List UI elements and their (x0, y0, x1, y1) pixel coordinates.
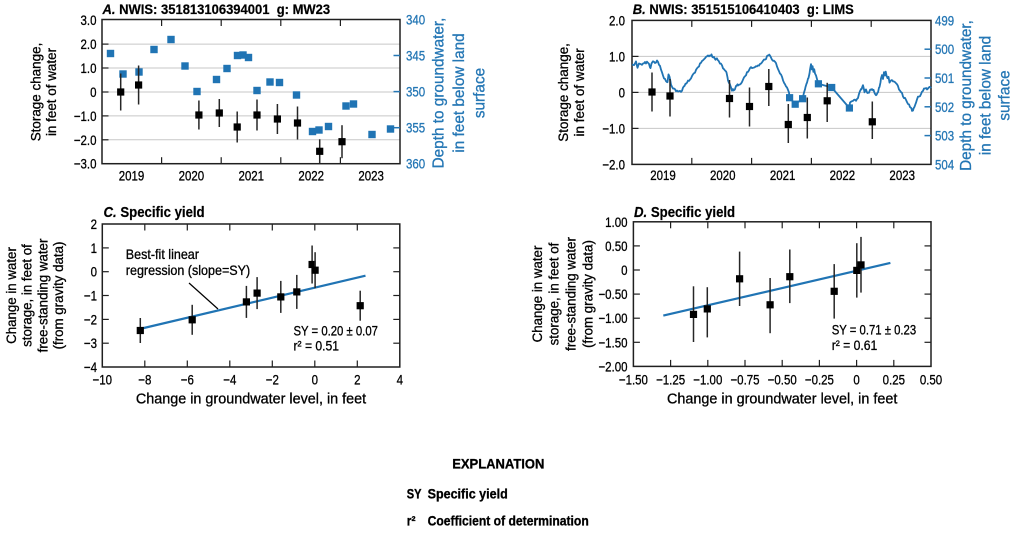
svg-text:−1.25: −1.25 (656, 371, 685, 387)
svg-text:−3.0: −3.0 (74, 156, 97, 172)
svg-text:2: 2 (91, 216, 97, 232)
svg-text:Change in water: Change in water (530, 245, 545, 342)
svg-text:−1.0: −1.0 (602, 120, 625, 136)
svg-text:1.0: 1.0 (81, 60, 97, 76)
svg-text:storage, in feet of: storage, in feet of (546, 242, 561, 345)
svg-text:−0.50: −0.50 (598, 286, 627, 302)
svg-text:−8: −8 (138, 371, 151, 387)
svg-text:free-standing water: free-standing water (563, 237, 578, 351)
svg-text:4: 4 (397, 371, 403, 387)
svg-text:−1.50: −1.50 (619, 371, 648, 387)
svg-text:2022: 2022 (830, 167, 856, 183)
svg-text:0.25: 0.25 (883, 371, 905, 387)
svg-text:in feet below land: in feet below land (451, 33, 468, 152)
svg-text:1.0: 1.0 (609, 48, 625, 64)
svg-text:0: 0 (621, 262, 627, 278)
svg-text:0: 0 (91, 264, 97, 280)
svg-text:0: 0 (853, 371, 859, 387)
svg-text:3.0: 3.0 (81, 12, 97, 28)
svg-text:2023: 2023 (358, 167, 384, 183)
svg-text:Coefficient of determination: Coefficient of determination (428, 513, 589, 529)
svg-text:(from gravity data): (from gravity data) (51, 242, 66, 350)
svg-text:Change in groundwater level, i: Change in groundwater level, in feet (667, 391, 897, 407)
svg-text:503: 503 (935, 127, 954, 143)
svg-text:−2: −2 (84, 311, 97, 327)
svg-text:0: 0 (619, 84, 625, 100)
svg-text:−2: −2 (266, 371, 279, 387)
svg-text:(from gravity data): (from gravity data) (580, 240, 595, 348)
svg-text:502: 502 (935, 99, 954, 115)
svg-text:0: 0 (90, 84, 96, 100)
svg-text:499: 499 (935, 12, 954, 28)
svg-text:2.0: 2.0 (609, 12, 625, 28)
svg-text:−2.00: −2.00 (598, 358, 627, 374)
svg-text:1: 1 (91, 240, 97, 256)
svg-text:storage, in feet of: storage, in feet of (19, 244, 34, 347)
svg-text:500: 500 (935, 41, 954, 57)
svg-text:in feet of water: in feet of water (44, 48, 59, 137)
svg-text:2: 2 (354, 371, 360, 387)
svg-text:2021: 2021 (239, 167, 265, 183)
svg-text:−3: −3 (84, 335, 97, 351)
svg-text:−1.00: −1.00 (693, 371, 722, 387)
svg-text:504: 504 (935, 156, 954, 172)
svg-text:A. NWIS: 351813106394001 g: M: A. NWIS: 351813106394001 g: MW23 (102, 1, 331, 17)
svg-text:−0.25: −0.25 (805, 371, 834, 387)
svg-text:2.0: 2.0 (81, 36, 97, 52)
svg-text:−6: −6 (181, 371, 194, 387)
svg-text:r² = 0.51: r² = 0.51 (294, 338, 340, 354)
svg-text:EXPLANATION: EXPLANATION (452, 456, 544, 472)
svg-text:0: 0 (312, 371, 318, 387)
svg-text:−1.50: −1.50 (598, 334, 627, 350)
svg-text:−2.0: −2.0 (74, 132, 97, 148)
svg-text:2023: 2023 (889, 167, 915, 183)
svg-text:350: 350 (406, 83, 425, 99)
svg-text:Depth to groundwater,: Depth to groundwater, (431, 18, 448, 169)
svg-text:Storage change,: Storage change, (28, 43, 43, 142)
svg-text:Depth to groundwater,: Depth to groundwater, (958, 20, 975, 171)
svg-text:B. NWIS: 351515106410403 g: L: B. NWIS: 351515106410403 g: LIMS (633, 1, 854, 17)
svg-text:surface: surface (996, 70, 1013, 120)
svg-text:0.50: 0.50 (920, 371, 942, 387)
svg-text:SY = 0.71 ± 0.23: SY = 0.71 ± 0.23 (832, 323, 916, 338)
svg-text:free-standing water: free-standing water (35, 238, 50, 352)
svg-text:−1.0: −1.0 (74, 108, 97, 124)
svg-text:2021: 2021 (770, 167, 796, 183)
svg-text:r² = 0.61: r² = 0.61 (832, 337, 878, 353)
svg-text:−10: −10 (93, 371, 112, 387)
svg-text:2020: 2020 (710, 167, 736, 183)
svg-text:Change in water: Change in water (4, 247, 19, 344)
svg-text:−0.75: −0.75 (730, 371, 759, 387)
svg-text:−4: −4 (84, 359, 97, 375)
svg-text:−0.50: −0.50 (768, 371, 797, 387)
svg-text:Best-fit linear: Best-fit linear (126, 246, 200, 262)
svg-text:360: 360 (406, 156, 425, 172)
svg-text:355: 355 (406, 120, 425, 136)
svg-text:Change in groundwater level, i: Change in groundwater level, in feet (136, 391, 366, 407)
svg-text:r²: r² (407, 513, 416, 529)
svg-text:−1: −1 (84, 287, 97, 303)
svg-text:regression (slope=SY): regression (slope=SY) (126, 263, 250, 279)
svg-text:2020: 2020 (179, 167, 205, 183)
svg-text:2022: 2022 (298, 167, 324, 183)
svg-text:345: 345 (406, 47, 425, 63)
svg-text:SY: SY (407, 486, 422, 501)
svg-text:Specific yield: Specific yield (428, 486, 508, 502)
svg-text:surface: surface (471, 68, 488, 118)
svg-text:in feet of water: in feet of water (572, 48, 587, 137)
svg-text:−4: −4 (223, 371, 236, 387)
svg-text:501: 501 (935, 70, 954, 86)
svg-text:2019: 2019 (650, 167, 676, 183)
svg-text:1.00: 1.00 (605, 214, 627, 230)
svg-text:C. Specific yield: C. Specific yield (104, 203, 205, 220)
svg-text:SY = 0.20 ± 0.07: SY = 0.20 ± 0.07 (294, 323, 378, 338)
svg-text:−2.0: −2.0 (602, 156, 625, 172)
svg-text:Storage change,: Storage change, (556, 43, 571, 142)
svg-text:−1.00: −1.00 (598, 310, 627, 326)
svg-text:D. Specific yield: D. Specific yield (634, 203, 735, 220)
svg-text:340: 340 (406, 11, 425, 27)
svg-text:2019: 2019 (119, 167, 145, 183)
svg-text:0.50: 0.50 (605, 238, 627, 254)
svg-text:in feet below land: in feet below land (977, 36, 994, 155)
